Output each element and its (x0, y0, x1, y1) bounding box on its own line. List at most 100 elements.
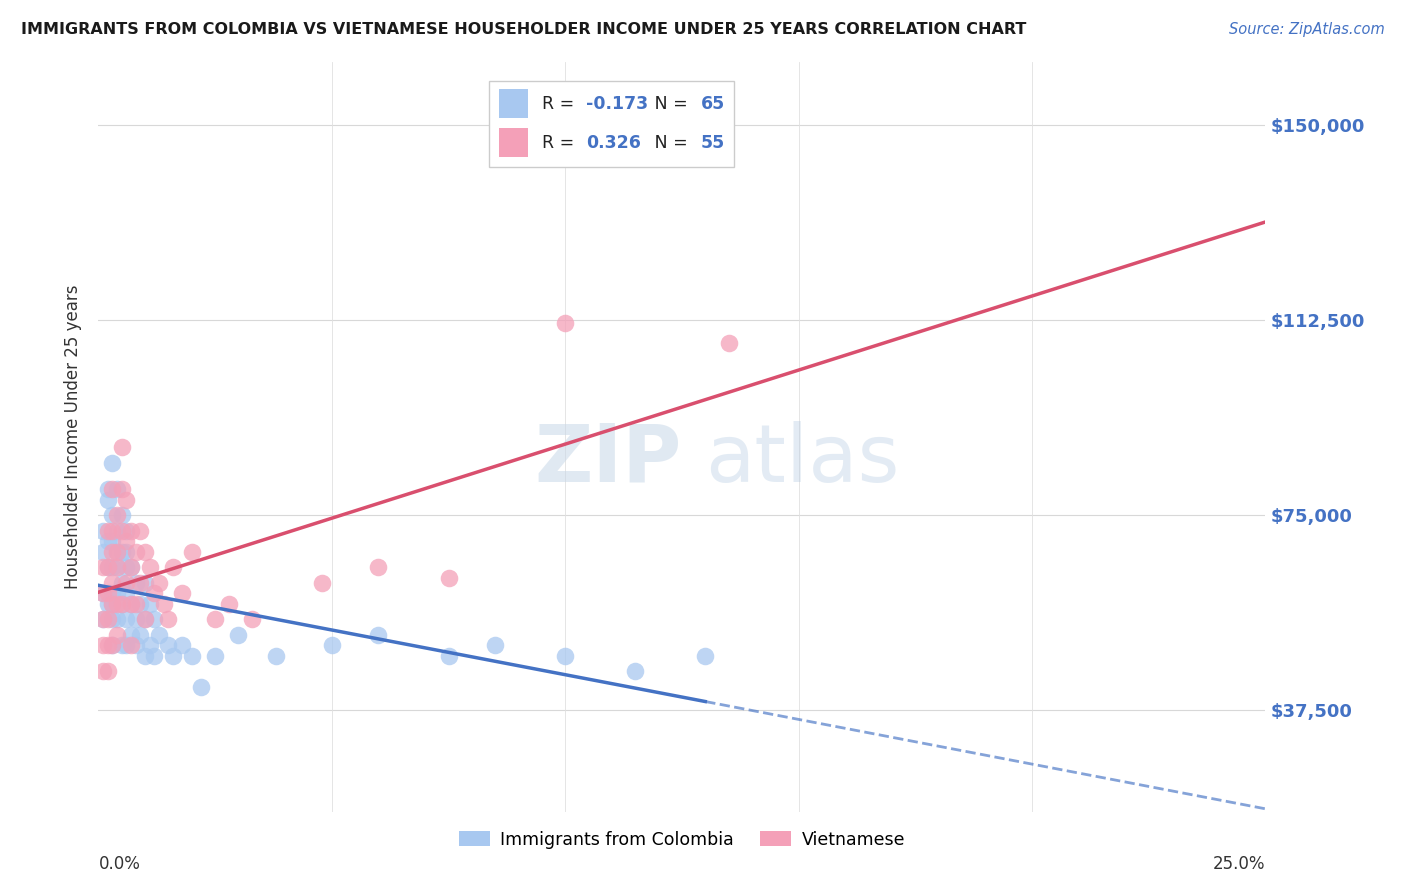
Point (125, 612, 148, 626)
Point (139, 560, 162, 574)
Point (97, 597, 120, 611)
Text: -0.173: -0.173 (586, 95, 648, 112)
Point (717, 336, 740, 351)
Point (115, 586, 138, 600)
Point (125, 597, 148, 611)
Point (91, 638, 114, 652)
Point (105, 544, 128, 558)
Point (111, 638, 134, 652)
Point (367, 628, 389, 642)
Point (554, 648, 576, 663)
Point (204, 648, 226, 663)
Point (97, 560, 120, 574)
Point (97, 638, 120, 652)
Text: IMMIGRANTS FROM COLOMBIA VS VIETNAMESE HOUSEHOLDER INCOME UNDER 25 YEARS CORRELA: IMMIGRANTS FROM COLOMBIA VS VIETNAMESE H… (21, 22, 1026, 37)
Point (91, 612, 114, 626)
Point (105, 628, 128, 642)
Point (115, 612, 138, 626)
Point (97, 612, 120, 626)
Point (157, 612, 180, 626)
FancyBboxPatch shape (489, 81, 734, 168)
Point (97, 524, 120, 538)
Point (695, 648, 717, 663)
Point (120, 560, 142, 574)
Point (97, 534, 120, 549)
Point (105, 508, 128, 523)
Text: 65: 65 (700, 95, 725, 112)
Point (134, 544, 156, 558)
Point (105, 482, 128, 496)
Point (111, 441, 134, 455)
Point (242, 612, 264, 626)
Point (162, 560, 184, 574)
Text: 0.326: 0.326 (586, 134, 641, 152)
FancyBboxPatch shape (499, 89, 527, 118)
Legend: Immigrants from Colombia, Vietnamese: Immigrants from Colombia, Vietnamese (451, 823, 912, 855)
Point (125, 638, 148, 652)
Point (129, 628, 152, 642)
Point (105, 560, 128, 574)
Point (105, 524, 128, 538)
Point (134, 612, 156, 626)
Point (91, 586, 114, 600)
Point (101, 524, 124, 538)
Text: 0.0%: 0.0% (98, 855, 141, 873)
Point (311, 575, 333, 590)
Point (91, 560, 114, 574)
Point (115, 544, 138, 558)
Point (129, 524, 152, 538)
Point (101, 456, 124, 470)
Point (180, 648, 202, 663)
Point (91, 544, 114, 558)
Point (218, 597, 240, 611)
Point (148, 628, 170, 642)
Point (143, 612, 166, 626)
Point (172, 586, 194, 600)
Point (139, 597, 162, 611)
Point (111, 524, 134, 538)
Point (105, 586, 128, 600)
Point (91, 612, 114, 626)
Point (105, 597, 128, 611)
Point (134, 575, 156, 590)
Point (115, 560, 138, 574)
Point (148, 575, 170, 590)
Point (101, 482, 124, 496)
Point (101, 638, 124, 652)
Point (125, 575, 148, 590)
Point (115, 638, 138, 652)
Point (134, 648, 156, 663)
Y-axis label: Householder Income Under 25 years: Householder Income Under 25 years (65, 285, 83, 590)
Point (157, 638, 180, 652)
Point (101, 612, 124, 626)
Point (91, 664, 114, 679)
Point (97, 586, 120, 600)
Point (97, 492, 120, 507)
Point (180, 544, 202, 558)
Point (125, 544, 148, 558)
Point (152, 597, 174, 611)
Point (111, 508, 134, 523)
Point (97, 664, 120, 679)
Point (111, 597, 134, 611)
Point (139, 638, 162, 652)
Point (143, 648, 166, 663)
Point (97, 560, 120, 574)
Text: N =: N = (637, 95, 693, 112)
Point (105, 544, 128, 558)
FancyBboxPatch shape (499, 128, 527, 157)
Point (101, 544, 124, 558)
Point (172, 638, 194, 652)
Point (190, 680, 212, 694)
Point (129, 575, 152, 590)
Point (91, 524, 114, 538)
Text: R =: R = (541, 134, 579, 152)
Point (554, 316, 576, 330)
Point (120, 628, 142, 642)
Point (129, 597, 152, 611)
Point (115, 492, 138, 507)
Text: Source: ZipAtlas.com: Source: ZipAtlas.com (1229, 22, 1385, 37)
Point (105, 612, 128, 626)
Point (228, 628, 250, 642)
Point (204, 612, 226, 626)
